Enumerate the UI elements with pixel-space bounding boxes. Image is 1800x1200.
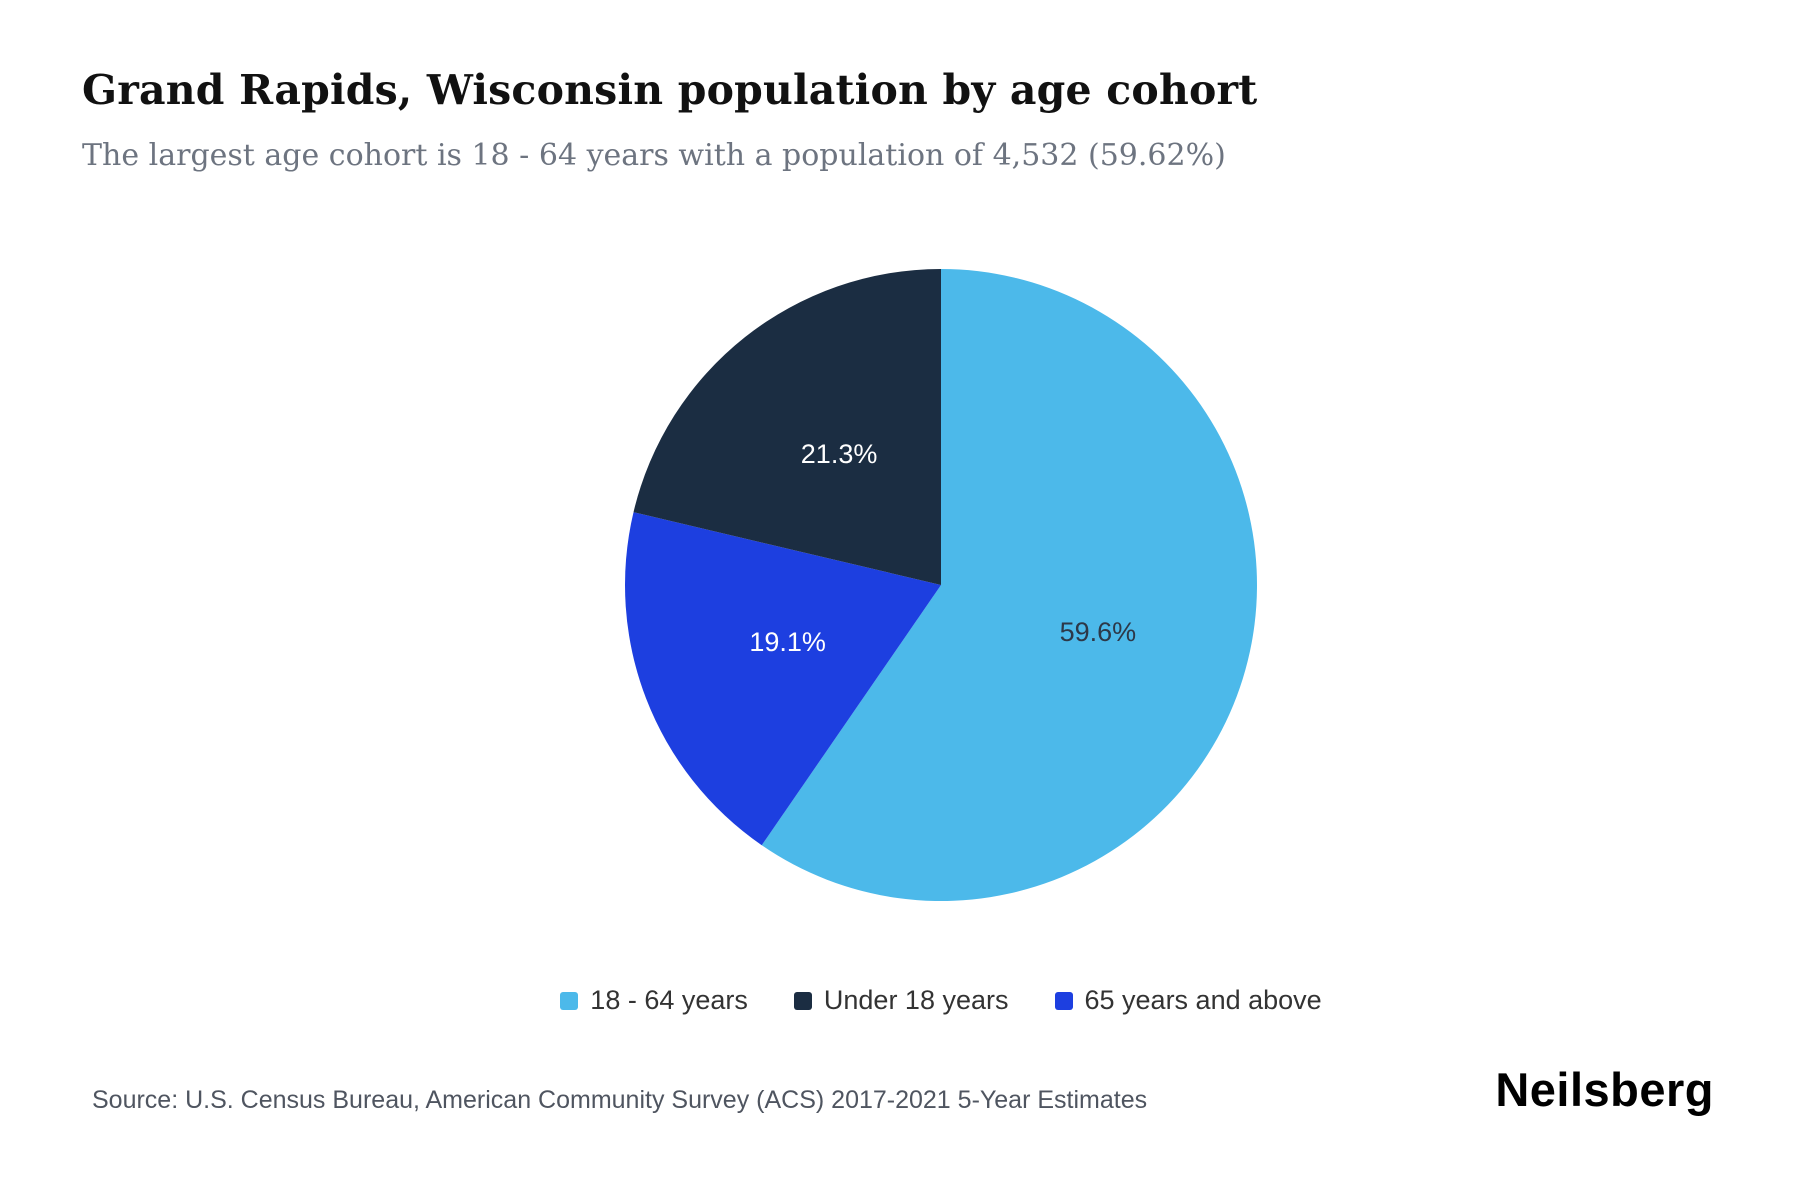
- pie-slice[interactable]: [625, 512, 941, 846]
- chart-legend: 18 - 64 years Under 18 years 65 years an…: [82, 985, 1800, 1016]
- legend-item-under-18-years[interactable]: Under 18 years: [793, 985, 1009, 1016]
- pie-slice[interactable]: [633, 269, 941, 585]
- legend-label: Under 18 years: [823, 985, 1009, 1015]
- pie-slice-label: 21.3%: [801, 439, 878, 469]
- brand-logo: Neilsberg: [1495, 1063, 1714, 1116]
- pie-slice[interactable]: [761, 269, 1257, 902]
- pie-slice-label: 59.6%: [1060, 617, 1137, 647]
- chart-subtitle: The largest age cohort is 18 - 64 years …: [82, 138, 1226, 173]
- legend-item-18-64-years[interactable]: 18 - 64 years: [560, 985, 748, 1016]
- legend-swatch: [793, 991, 812, 1010]
- pie-chart-container: 59.6% 19.1% 21.3%: [621, 265, 1261, 905]
- legend-label: 65 years and above: [1084, 985, 1322, 1015]
- legend-swatch: [560, 991, 579, 1010]
- pie-chart: 59.6% 19.1% 21.3%: [625, 269, 1257, 902]
- chart-title: Grand Rapids, Wisconsin population by ag…: [82, 66, 1258, 114]
- legend-label: 18 - 64 years: [590, 985, 748, 1015]
- pie-slice-label: 19.1%: [749, 627, 826, 657]
- legend-swatch: [1054, 991, 1073, 1010]
- legend-item-65-years-and-above[interactable]: 65 years and above: [1054, 985, 1322, 1016]
- source-note: Source: U.S. Census Bureau, American Com…: [92, 1086, 1148, 1114]
